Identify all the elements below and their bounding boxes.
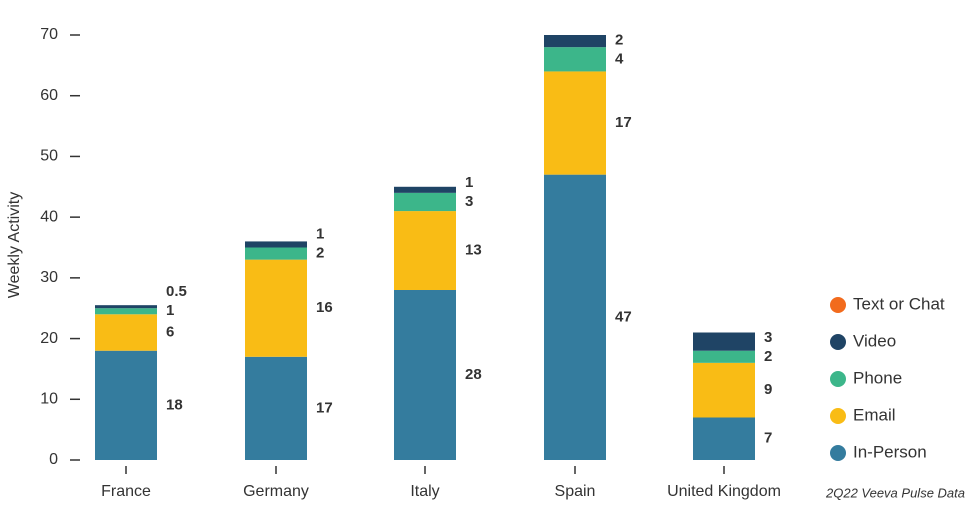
legend-label: Phone bbox=[853, 368, 902, 387]
data-label: 0.5 bbox=[166, 283, 187, 300]
bar-segment bbox=[245, 241, 307, 248]
y-tick-label: 0 bbox=[49, 451, 58, 468]
data-label: 1 bbox=[316, 226, 324, 243]
data-label: 2 bbox=[316, 245, 324, 262]
bar-segment bbox=[544, 71, 606, 175]
data-label: 7 bbox=[764, 430, 772, 447]
data-label: 6 bbox=[166, 323, 174, 340]
legend-label: In-Person bbox=[853, 442, 927, 461]
bar-segment bbox=[693, 350, 755, 363]
data-label: 2 bbox=[615, 31, 623, 48]
y-tick-label: 60 bbox=[40, 87, 58, 104]
y-tick-label: 20 bbox=[40, 330, 58, 347]
legend-marker bbox=[830, 334, 846, 350]
legend-marker bbox=[830, 408, 846, 424]
bar-segment bbox=[693, 362, 755, 418]
source: 2Q22 Veeva Pulse Data bbox=[825, 485, 965, 500]
data-label: 1 bbox=[166, 302, 174, 319]
bar-segment bbox=[544, 35, 606, 48]
legend-label: Email bbox=[853, 405, 896, 424]
x-tick-label: France bbox=[101, 483, 151, 500]
data-label: 4 bbox=[615, 50, 624, 67]
data-label: 16 bbox=[316, 299, 333, 316]
data-label: 47 bbox=[615, 308, 632, 325]
bar-segment bbox=[394, 211, 456, 290]
y-tick-label: 70 bbox=[40, 26, 58, 43]
y-tick-label: 10 bbox=[40, 391, 58, 408]
data-label: 17 bbox=[316, 399, 333, 416]
data-label: 2 bbox=[764, 348, 772, 365]
data-label: 1 bbox=[465, 174, 473, 191]
bar-segment bbox=[693, 332, 755, 351]
bar-segment bbox=[95, 305, 157, 309]
legend-marker bbox=[830, 371, 846, 387]
bar-segment bbox=[95, 314, 157, 351]
y-axis-label: Weekly Activity bbox=[6, 192, 23, 298]
x-tick-label: Italy bbox=[410, 483, 439, 500]
bar-segment bbox=[394, 290, 456, 460]
bar-segment bbox=[245, 356, 307, 460]
legend-marker bbox=[830, 297, 846, 313]
y-tick-label: 50 bbox=[40, 148, 58, 165]
data-label: 18 bbox=[166, 396, 183, 413]
bar-segment bbox=[394, 192, 456, 212]
bar-segment bbox=[544, 174, 606, 460]
x-tick-label: Germany bbox=[243, 483, 309, 500]
bar-segment bbox=[95, 350, 157, 460]
x-tick-label: United Kingdom bbox=[667, 483, 781, 500]
y-tick-label: 30 bbox=[40, 269, 58, 286]
bar-segment bbox=[245, 259, 307, 357]
data-label: 3 bbox=[465, 193, 473, 210]
legend-label: Text or Chat bbox=[853, 294, 945, 313]
data-label: 17 bbox=[615, 114, 632, 131]
bar-segment bbox=[394, 186, 456, 193]
y-tick-label: 40 bbox=[40, 208, 58, 225]
data-label: 13 bbox=[465, 242, 482, 259]
x-tick-label: Spain bbox=[555, 483, 596, 500]
data-label: 3 bbox=[764, 329, 772, 346]
bar-segment bbox=[544, 47, 606, 72]
bar-segment bbox=[693, 417, 755, 460]
legend-marker bbox=[830, 445, 846, 461]
data-label: 28 bbox=[465, 366, 482, 383]
legend-label: Video bbox=[853, 331, 896, 350]
bar-segment bbox=[95, 308, 157, 315]
bar-segment bbox=[245, 247, 307, 260]
data-label: 9 bbox=[764, 381, 772, 398]
